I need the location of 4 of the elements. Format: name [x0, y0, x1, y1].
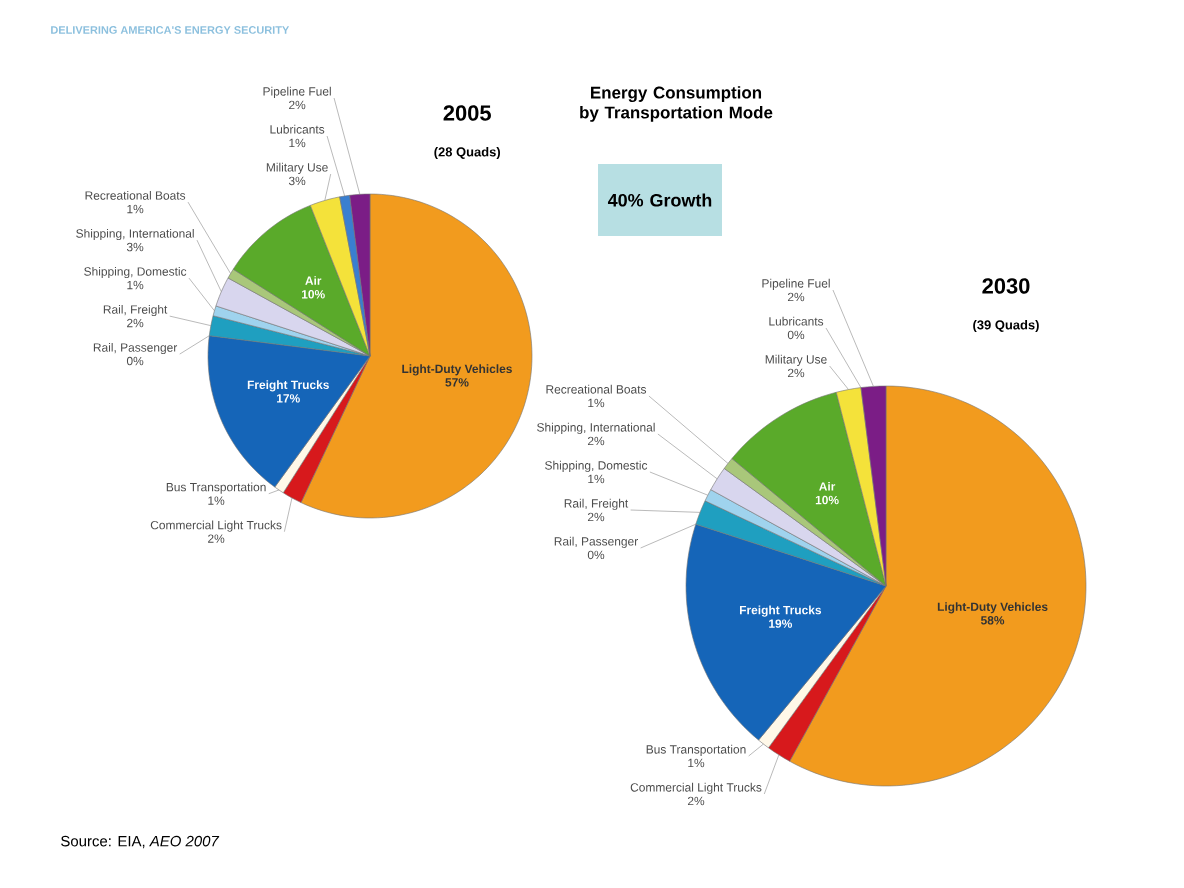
text: Energy Consumption by Transportation Mode [580, 86, 773, 122]
chart-title: 2030 [982, 278, 1030, 294]
text: 40% Growth [607, 193, 712, 207]
text: 2005 [443, 105, 491, 121]
